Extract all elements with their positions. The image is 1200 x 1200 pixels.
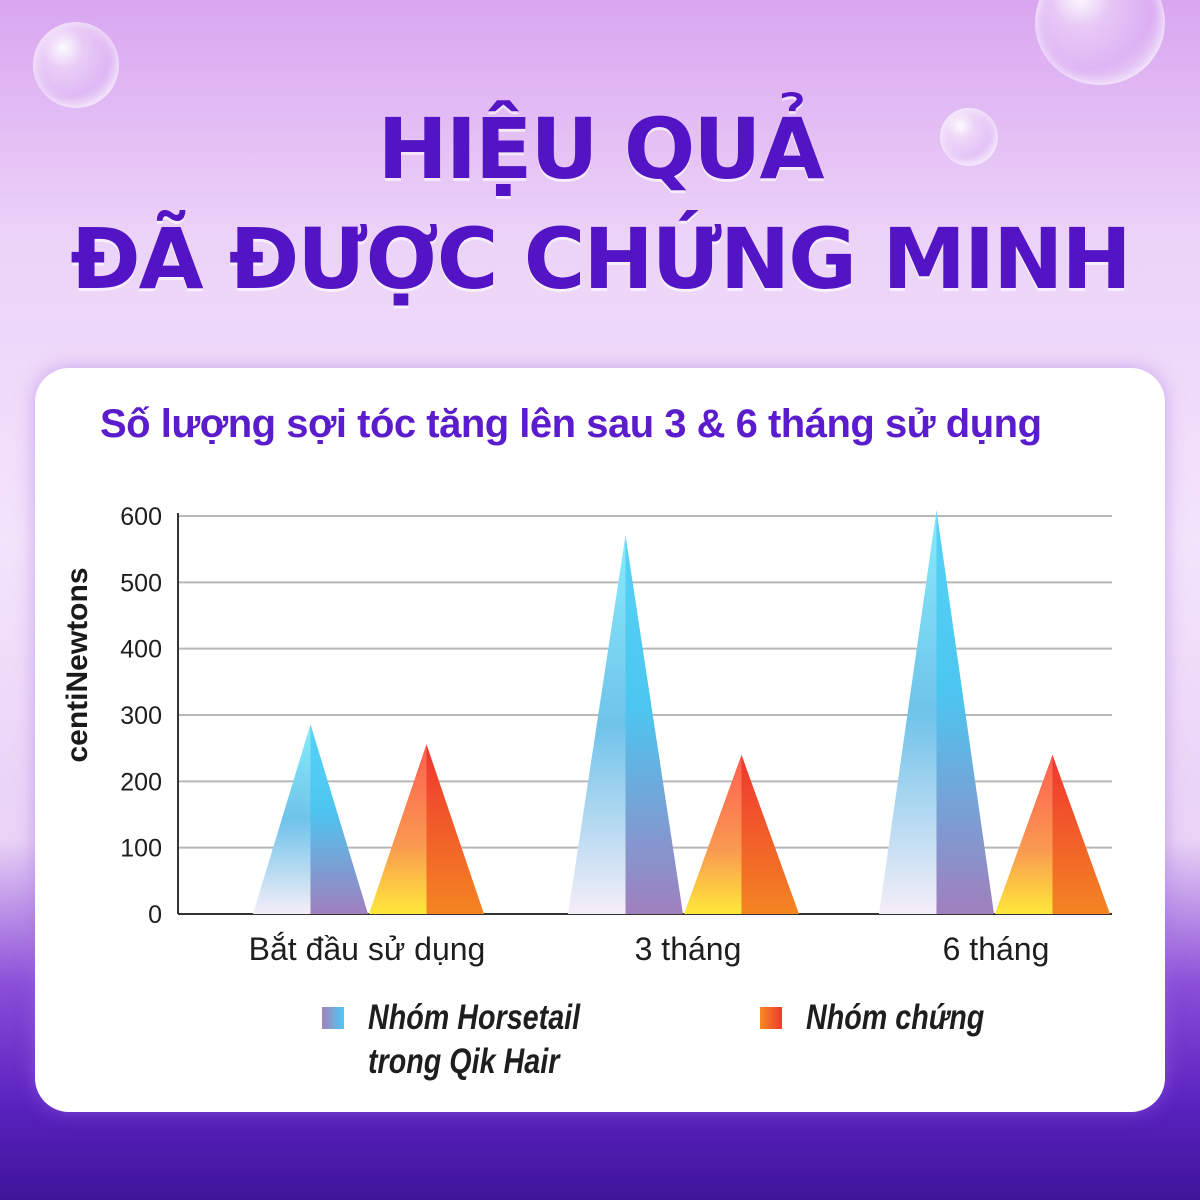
triangle-control-left xyxy=(684,754,742,914)
y-axis-label: centiNewtons xyxy=(61,567,94,762)
y-tick-label: 400 xyxy=(120,636,162,664)
legend-swatch-control xyxy=(760,1007,782,1029)
decorative-bubble xyxy=(33,22,119,108)
legend-label-horsetail-line2: trong Qik Hair xyxy=(368,1042,560,1081)
legend-label-horsetail-line1: Nhóm Horsetail xyxy=(368,998,581,1037)
y-tick-label: 500 xyxy=(120,569,162,597)
triangle-control-right xyxy=(741,754,799,914)
y-tick-label: 100 xyxy=(120,835,162,863)
triangle-horsetail-right xyxy=(625,535,683,914)
decorative-bubble xyxy=(940,108,998,166)
triangle-horsetail-right xyxy=(310,724,368,914)
chart-title: Số lượng sợi tóc tăng lên sau 3 & 6 thán… xyxy=(100,402,1042,446)
x-category-label: 6 tháng xyxy=(943,931,1050,967)
triangle-horsetail-right xyxy=(936,510,994,914)
headline-line-2: ĐÃ ĐƯỢC CHỨNG MINH xyxy=(70,210,1132,308)
triangle-control-right xyxy=(1052,754,1110,914)
triangle-control-left xyxy=(369,744,427,914)
x-category-label: Bắt đầu sử dụng xyxy=(249,931,486,967)
x-category-label: 3 tháng xyxy=(635,931,742,967)
triangle-horsetail-left xyxy=(253,724,311,914)
y-tick-label: 600 xyxy=(120,503,162,531)
y-tick-label: 200 xyxy=(120,768,162,796)
headline-line-1: HIỆU QUẢ xyxy=(377,100,824,198)
triangle-horsetail-left xyxy=(879,510,937,914)
legend-label-horsetail: Nhóm Horsetail trong Qik Hair xyxy=(368,996,580,1084)
y-tick-label: 0 xyxy=(148,901,162,929)
legend-swatch-horsetail xyxy=(322,1007,344,1029)
legend-label-control-line1: Nhóm chứng xyxy=(806,998,985,1037)
y-tick-label: 300 xyxy=(120,702,162,730)
triangle-control-left xyxy=(995,754,1053,914)
triangle-control-right xyxy=(426,744,484,914)
legend-label-control: Nhóm chứng xyxy=(806,996,984,1040)
triangle-horsetail-left xyxy=(568,535,626,914)
